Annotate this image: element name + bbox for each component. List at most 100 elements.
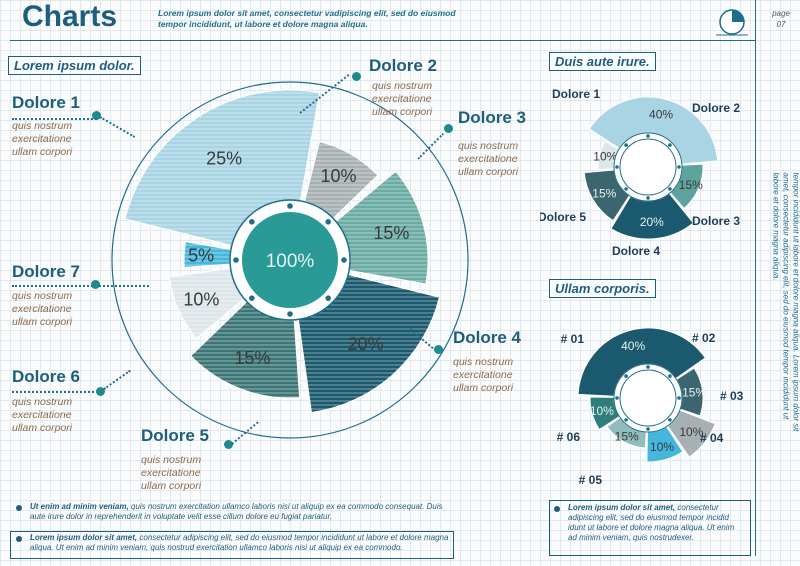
slice-dolore-2-texture xyxy=(304,141,378,219)
donut2-ring-dot xyxy=(668,374,672,378)
right-bottom-donut-chart: 40%15%10%10%15%10%# 01 # 02# 03# 04# 05# … xyxy=(557,327,744,487)
main-center-circle xyxy=(242,212,338,308)
footer-note-2-bold: Lorem ipsum dolor sit amet, xyxy=(30,533,138,542)
leader-dolore-1-underline xyxy=(12,118,97,120)
pie-chart-icon xyxy=(716,9,748,36)
desc-dolore-3: quis nostrum exercitatione ullam corpori xyxy=(458,140,519,178)
page-number: page 07 xyxy=(770,8,792,30)
donut2-inner-circle xyxy=(619,369,677,427)
donut2-slice-05: 15% xyxy=(606,416,647,449)
slice-label-dolore-6: 10% xyxy=(183,289,219,309)
main-outer-ring xyxy=(111,81,469,439)
donut2-inner-ring xyxy=(613,363,683,433)
donut1-inner-ring xyxy=(613,132,683,202)
dot-dolore-3 xyxy=(444,124,453,133)
donut2-name-04: # 04 xyxy=(700,431,724,445)
donut1-ring-dot xyxy=(646,196,650,200)
label-dolore-7: Dolore 7 xyxy=(12,262,81,281)
slice-label-dolore-5: 15% xyxy=(234,348,270,368)
page-label-text: page xyxy=(772,9,790,18)
desc-dolore-2: quis nostrum exercitatione ullam corpori xyxy=(372,80,433,118)
dot-dolore-1 xyxy=(92,111,101,120)
right-top-donut-chart: 40% 15% 20% 15% 10% Dolore 1 Dolore 2 Dolore 3 D… xyxy=(540,87,740,258)
footer-note-1-bold: Ut enim ad minim veniam, xyxy=(30,502,129,511)
label-dolore-4: Dolore 4 xyxy=(453,328,522,347)
desc-dolore-5: quis nostrum exercitatione ullam corpori xyxy=(141,454,202,492)
footer-note-2: Lorem ipsum dolor sit amet, consectetur … xyxy=(30,533,450,553)
dot-dolore-5 xyxy=(224,440,233,449)
slice-dolore-7-texture xyxy=(184,241,231,268)
main-ring-dot xyxy=(287,311,293,317)
donut2-slice-label: 10% xyxy=(590,404,614,418)
main-ring-dot xyxy=(287,203,293,209)
dot-dolore-6 xyxy=(96,387,105,396)
donut2-slice-label: 15% xyxy=(615,429,639,443)
footer-bullet-1 xyxy=(16,505,22,511)
donut2-ring-dot xyxy=(646,365,650,369)
donut2-slice-label: 10% xyxy=(650,440,674,454)
label-dolore-2: Dolore 2 xyxy=(369,56,438,75)
donut1-slice-dolore-4: 15% xyxy=(583,169,631,222)
slice-dolore-2: 10% xyxy=(303,141,379,220)
right-bottom-box-title: Ullam corporis. xyxy=(549,279,656,298)
footer-note-3-text: consectetur adipiscing elit, sed do eius… xyxy=(568,503,735,542)
donut1-ring-dot xyxy=(615,165,619,169)
donut1-inner-circle xyxy=(619,138,677,196)
donut1-name-dolore-3: Dolore 3 xyxy=(692,214,740,228)
slice-dolore-5: 15% xyxy=(190,300,301,399)
donut1-slice-label: 15% xyxy=(679,178,703,192)
desc-dolore-7: quis nostrum exercitatione ullam corpori xyxy=(12,290,73,328)
donut2-ring-dot xyxy=(677,396,681,400)
main-ring-dot xyxy=(341,257,347,263)
donut1-slice-dolore-2: 15% xyxy=(669,163,704,210)
donut2-slice-04: 10% xyxy=(646,425,684,463)
leader-dolore-6 xyxy=(12,391,102,393)
side-divider xyxy=(755,0,756,556)
slice-label-dolore-3: 15% xyxy=(373,223,409,243)
dot-dolore-7 xyxy=(91,280,100,289)
donut1-slice-label: 10% xyxy=(593,149,617,163)
footer-bullet-3 xyxy=(554,506,560,512)
donut1-slice-label: 40% xyxy=(649,108,673,122)
dot-dolore-2 xyxy=(352,72,361,81)
slice-dolore-6-texture xyxy=(169,268,245,339)
dot-dolore-4 xyxy=(434,345,443,354)
label-dolore-5: Dolore 5 xyxy=(141,426,210,445)
donut1-ring-dot xyxy=(668,143,672,147)
donut1-slice-label: 20% xyxy=(640,215,664,229)
desc-dolore-4: quis nostrum exercitatione ullam corpori xyxy=(453,356,514,394)
donut1-ring-dot xyxy=(677,165,681,169)
donut2-name-02: # 02 xyxy=(692,331,716,345)
donut1-name-dolore-5: Dolore 5 xyxy=(540,210,586,224)
donut2-ring-dot xyxy=(624,374,628,378)
footer-note-1: Ut enim ad minim veniam, quis nostrum ex… xyxy=(30,502,450,522)
footer-box-3 xyxy=(549,500,751,556)
main-center-label: 100% xyxy=(266,251,315,272)
label-dolore-3: Dolore 3 xyxy=(458,108,527,127)
donut1-ring-dot xyxy=(624,143,628,147)
donut2-slice-06: 10% xyxy=(589,396,621,431)
footer-note-2-text: consectetur adipiscing elit, sed do eius… xyxy=(30,533,449,552)
donut2-name-05: # 05 xyxy=(579,473,603,487)
slice-dolore-3: 15% xyxy=(335,170,429,285)
donut1-ring-dot xyxy=(668,187,672,191)
footer-note-3: Lorem ipsum dolor sit amet, consectetur … xyxy=(568,503,743,543)
slice-dolore-7: 5% xyxy=(183,241,232,268)
donut1-ring-dot xyxy=(646,134,650,138)
donut2-ring-dot xyxy=(615,396,619,400)
donut2-slice-02: 15% xyxy=(675,367,706,417)
main-ring-dot xyxy=(233,257,239,263)
donut1-slice-dolore-5: 10% xyxy=(593,140,620,171)
donut2-ring-dot xyxy=(624,418,628,422)
slice-dolore-5-texture xyxy=(190,301,300,399)
page-number-text: 07 xyxy=(776,20,786,29)
right-top-box-title: Duis aute irure. xyxy=(549,52,656,71)
main-ring-dot xyxy=(249,295,255,301)
page-title: Charts xyxy=(22,0,118,33)
main-polar-chart: 25% 10% 15% 20% 15% 10% 5% 100% xyxy=(111,81,469,439)
main-box-title: Lorem ipsum dolor. xyxy=(8,56,141,75)
main-ring-dot xyxy=(249,219,255,225)
slice-dolore-4-texture xyxy=(298,274,440,413)
leader-dolore-7 xyxy=(12,285,97,287)
